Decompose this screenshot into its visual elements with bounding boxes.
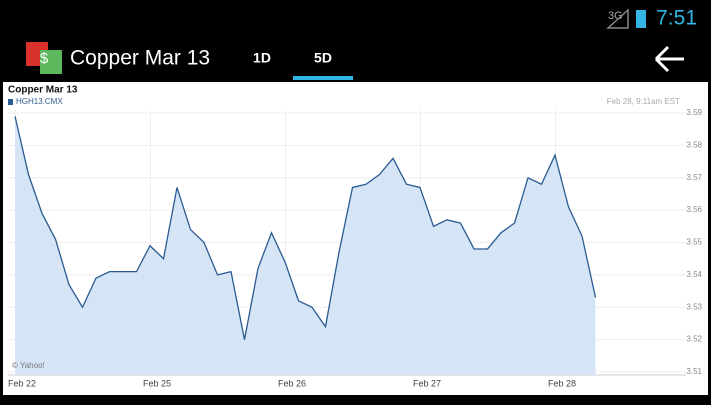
signal-icon [606, 8, 629, 29]
chart-title: Copper Mar 13 [8, 85, 78, 96]
x-tick-label: Feb 27 [413, 378, 441, 388]
y-tick-label: 3.53 [686, 302, 702, 311]
y-tick-label: 3.51 [686, 367, 702, 376]
x-tick-label: Feb 22 [8, 378, 36, 388]
y-tick-label: 3.56 [686, 205, 702, 214]
x-tick-label: Feb 28 [548, 378, 576, 388]
area [15, 116, 596, 376]
y-tick-label: 3.52 [686, 335, 702, 344]
tab[interactable]: 5D [314, 50, 332, 66]
x-tick-label: Feb 26 [278, 378, 306, 388]
back-button[interactable] [654, 45, 684, 73]
y-tick-label: 3.58 [686, 140, 702, 149]
timestamp: Feb 28, 9:11am EST [607, 97, 680, 106]
svg-text:$: $ [40, 50, 49, 67]
y-tick-label: 3.54 [686, 270, 702, 279]
app-title: Copper Mar 13 [70, 47, 210, 70]
y-tick-label: 3.59 [686, 108, 702, 117]
line [14, 116, 597, 340]
y-tick-label: 3.55 [686, 238, 702, 247]
legend-swatch [8, 99, 13, 105]
credit: © Yahoo! [12, 361, 45, 370]
tab-indicator [293, 76, 353, 80]
legend-label: HGH13.CMX [16, 97, 63, 106]
clock: 7:51 [656, 7, 697, 30]
battery-icon [636, 10, 646, 28]
y-tick-label: 3.57 [686, 173, 702, 182]
app-icon[interactable]: $ [26, 42, 62, 74]
tab[interactable]: 1D [253, 50, 271, 66]
x-tick-label: Feb 25 [143, 378, 171, 388]
